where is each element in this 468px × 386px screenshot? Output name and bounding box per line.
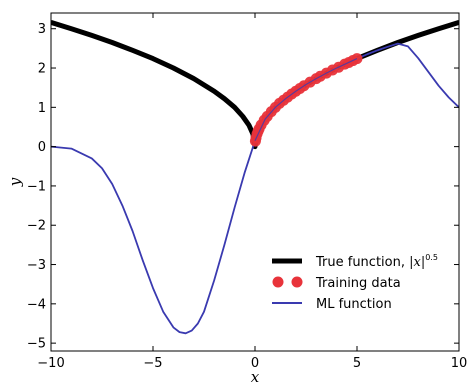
x-axis-label: x bbox=[251, 368, 260, 386]
x-tick-label: −5 bbox=[143, 356, 162, 371]
training-data-point bbox=[351, 53, 363, 65]
legend-label-training-data: Training data bbox=[315, 276, 401, 291]
y-tick-label: 2 bbox=[38, 62, 46, 77]
y-tick-label: 0 bbox=[38, 140, 46, 155]
y-tick-label: 3 bbox=[38, 22, 46, 37]
legend-swatch-training-data-b bbox=[291, 276, 303, 288]
y-axis-label: y bbox=[6, 177, 24, 187]
legend: True function, |x|0.5 Training data ML f… bbox=[272, 253, 438, 312]
x-tick-label: 0 bbox=[251, 356, 259, 371]
legend-label-true-function: True function, |x|0.5 bbox=[315, 253, 438, 270]
legend-label-ml-function: ML function bbox=[316, 297, 392, 312]
y-tick-label: 1 bbox=[38, 101, 46, 116]
legend-swatch-training-data-a bbox=[272, 276, 284, 288]
x-tick-label: −10 bbox=[37, 356, 64, 371]
x-tick-label: 5 bbox=[353, 356, 361, 371]
y-tick-label: −5 bbox=[27, 337, 46, 352]
y-tick-label: −4 bbox=[27, 297, 46, 312]
series-layer bbox=[51, 20, 459, 335]
x-tick-label: 10 bbox=[451, 356, 468, 371]
plot-frame bbox=[50, 12, 460, 352]
series-line-ml-function-overlay bbox=[254, 58, 358, 141]
y-tick-label: −3 bbox=[27, 258, 46, 273]
y-tick-label: −1 bbox=[27, 179, 46, 194]
y-tick-label: −2 bbox=[27, 219, 46, 234]
